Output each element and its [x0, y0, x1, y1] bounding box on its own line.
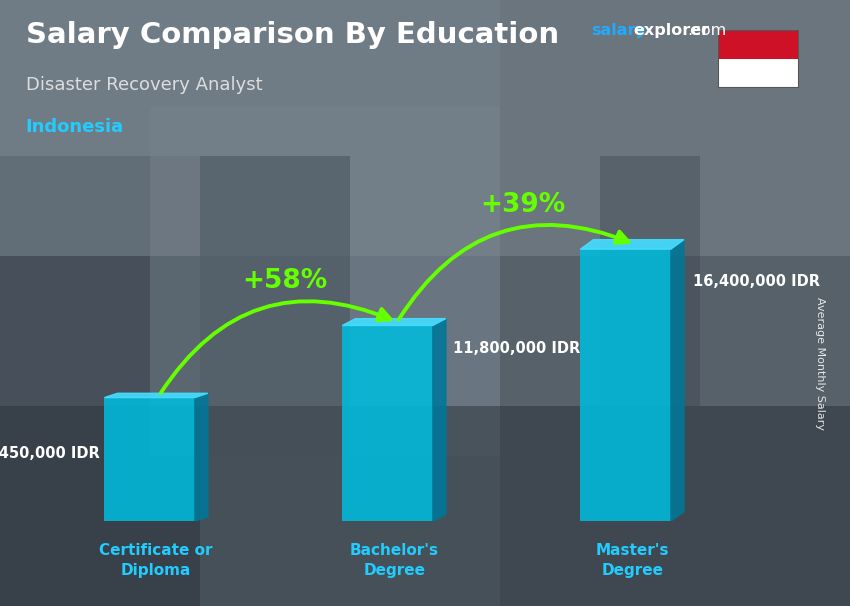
Text: salary: salary: [591, 23, 646, 38]
Polygon shape: [671, 239, 684, 521]
Bar: [581, 249, 671, 521]
Polygon shape: [433, 319, 446, 521]
Text: +39%: +39%: [480, 192, 566, 218]
Polygon shape: [343, 319, 446, 325]
Bar: [600, 156, 700, 406]
Text: explorer: explorer: [633, 23, 710, 38]
Text: 16,400,000 IDR: 16,400,000 IDR: [694, 275, 820, 289]
Polygon shape: [581, 239, 684, 249]
Text: 7,450,000 IDR: 7,450,000 IDR: [0, 445, 99, 461]
Polygon shape: [105, 393, 208, 398]
Text: 11,800,000 IDR: 11,800,000 IDR: [453, 341, 581, 356]
Bar: [0, 406, 850, 606]
Bar: [718, 59, 799, 88]
Text: Certificate or
Diploma: Certificate or Diploma: [99, 543, 212, 578]
Text: Disaster Recovery Analyst: Disaster Recovery Analyst: [26, 76, 262, 94]
Bar: [105, 398, 195, 521]
Text: Bachelor's
Degree: Bachelor's Degree: [349, 543, 439, 578]
Text: Average Monthly Salary: Average Monthly Salary: [815, 297, 825, 430]
Text: Salary Comparison By Education: Salary Comparison By Education: [26, 21, 558, 49]
Polygon shape: [195, 393, 208, 521]
Text: .com: .com: [687, 23, 726, 38]
Bar: [718, 30, 799, 59]
Text: Master's
Degree: Master's Degree: [595, 543, 669, 578]
Text: +58%: +58%: [242, 268, 328, 295]
Bar: [150, 106, 500, 456]
Bar: [500, 0, 850, 606]
Text: Indonesia: Indonesia: [26, 118, 123, 136]
Bar: [200, 156, 350, 456]
Bar: [343, 325, 433, 521]
Bar: [0, 156, 200, 606]
Bar: [0, 0, 850, 256]
